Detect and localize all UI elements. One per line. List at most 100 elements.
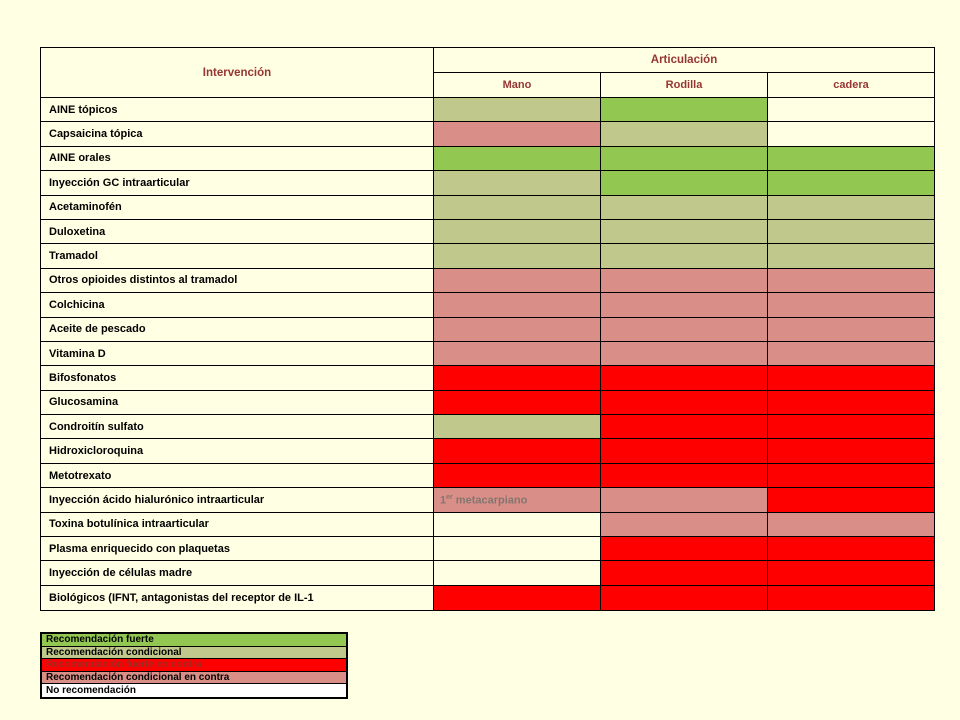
intervention-label: Plasma enriquecido con plaquetas	[49, 542, 230, 555]
legend-label: No recomendación	[46, 685, 137, 697]
intervention-label: Inyección ácido hialurónico intraarticul…	[49, 493, 265, 506]
legend-label: Recomendación fuerte	[46, 634, 154, 646]
legend-item-conditional: Recomendación condicional	[42, 646, 346, 660]
recommendation-cell-conditional_against: 1er metacarpiano	[433, 488, 600, 512]
intervention-label: Vitamina D	[49, 347, 106, 360]
recommendation-cell-strong_against	[767, 415, 934, 439]
column-header-cadera: cadera	[767, 73, 934, 97]
intervention-label: Capsaicina tópica	[49, 128, 143, 141]
recommendation-cell-strong_against	[433, 390, 600, 415]
recommendation-cell-conditional	[433, 98, 600, 122]
recommendation-cell-strong_against	[600, 585, 767, 611]
recommendation-cell-strong_against	[767, 390, 934, 415]
table-row: Colchicina	[41, 293, 934, 318]
table-row: Inyección GC intraarticular	[41, 171, 934, 196]
intervention-label: Acetaminofén	[49, 201, 122, 214]
recommendation-cell-conditional	[433, 171, 600, 195]
table-row: Otros opioides distintos al tramadol	[41, 268, 934, 294]
column-header-mano: Mano	[433, 73, 600, 97]
recommendation-cell-conditional_against	[433, 122, 600, 146]
intervention-label: Tramadol	[49, 250, 98, 263]
recommendation-cell-conditional	[600, 195, 767, 219]
column-group-header-articulacion: Articulación	[433, 48, 934, 73]
table-row: Glucosamina	[41, 390, 934, 416]
legend-item-strong_against: Recomendación fuerte en contra	[42, 659, 346, 672]
recommendation-cell-conditional	[767, 219, 934, 244]
table-row: Hidroxicloroquina	[41, 439, 934, 464]
recommendation-cell-conditional	[600, 244, 767, 268]
table-row: Bifosfonatos	[41, 366, 934, 391]
recommendation-cell-strong_against	[600, 390, 767, 415]
recommendation-cell-conditional_against	[767, 317, 934, 341]
table-row: Metotrexato	[41, 463, 934, 489]
table-row: Inyección de células madre	[41, 561, 934, 586]
recommendation-cell-none	[767, 98, 934, 122]
recommendation-cell-strong_against	[767, 561, 934, 585]
table-row: Acetaminofén	[41, 195, 934, 220]
recommendation-cell-none	[433, 512, 600, 537]
cell-note: 1er metacarpiano	[440, 493, 528, 507]
table-row: Capsaicina tópica	[41, 122, 934, 147]
legend-label: Recomendación condicional en contra	[46, 672, 230, 684]
intervention-label: Bifosfonatos	[49, 371, 117, 384]
recommendation-cell-none	[767, 122, 934, 146]
recommendation-cell-conditional	[433, 415, 600, 439]
intervention-label: Hidroxicloroquina	[49, 445, 144, 458]
intervention-label: Condroitín sulfato	[49, 420, 144, 433]
recommendation-cell-strong	[600, 146, 767, 171]
recommendation-cell-conditional_against	[767, 512, 934, 537]
recommendations-table: Intervención Articulación Mano Rodilla cad…	[40, 47, 935, 612]
recommendation-cell-strong_against	[767, 366, 934, 390]
recommendation-cell-strong_against	[433, 585, 600, 611]
table-row: AINE tópicos	[41, 98, 934, 123]
table-row: Biológicos (IFNT, antagonistas del recep…	[41, 585, 934, 611]
table-row: Tramadol	[41, 244, 934, 269]
recommendation-cell-conditional_against	[433, 317, 600, 341]
recommendation-cell-conditional_against	[767, 341, 934, 366]
intervention-label: Duloxetina	[49, 225, 106, 238]
recommendation-cell-conditional	[767, 244, 934, 268]
table-row: Duloxetina	[41, 219, 934, 245]
recommendation-cell-strong_against	[767, 463, 934, 488]
legend-label: Recomendación fuerte en contra	[46, 659, 202, 671]
recommendation-cell-strong_against	[433, 463, 600, 488]
recommendation-cell-conditional	[600, 122, 767, 146]
legend-label: Recomendación condicional	[46, 646, 182, 658]
recommendation-cell-strong_against	[600, 366, 767, 390]
recommendation-cell-conditional_against	[600, 341, 767, 366]
table-row: AINE orales	[41, 146, 934, 172]
recommendation-cell-strong	[767, 171, 934, 195]
intervention-label: Aceite de pescado	[49, 323, 146, 336]
recommendation-cell-strong_against	[767, 488, 934, 512]
intervention-label: Toxina botulínica intraarticular	[49, 518, 209, 531]
column-header-rodilla: Rodilla	[600, 73, 767, 97]
table-row: Vitamina D	[41, 341, 934, 367]
recommendation-cell-strong	[600, 171, 767, 195]
recommendation-cell-conditional_against	[600, 268, 767, 293]
intervention-label: Inyección GC intraarticular	[49, 176, 190, 189]
recommendation-cell-strong_against	[600, 439, 767, 463]
table-row: Condroitín sulfato	[41, 415, 934, 440]
recommendation-cell-strong_against	[767, 537, 934, 561]
recommendation-cell-strong_against	[767, 585, 934, 611]
recommendation-cell-conditional_against	[433, 341, 600, 366]
intervention-label: AINE tópicos	[49, 103, 118, 116]
recommendation-cell-conditional	[767, 195, 934, 219]
intervention-label: Otros opioides distintos al tramadol	[49, 274, 238, 287]
legend-item-strong: Recomendación fuerte	[42, 634, 346, 647]
recommendation-cell-conditional_against	[600, 317, 767, 341]
recommendation-cell-conditional_against	[600, 488, 767, 512]
recommendation-cell-strong_against	[433, 366, 600, 390]
recommendation-cell-conditional_against	[767, 268, 934, 293]
intervention-label: Biológicos (IFNT, antagonistas del recep…	[49, 592, 314, 604]
recommendation-cell-conditional_against	[433, 268, 600, 293]
recommendation-cell-strong	[433, 146, 600, 171]
recommendation-cell-strong_against	[767, 439, 934, 463]
recommendation-cell-strong	[600, 98, 767, 122]
intervention-label: Glucosamina	[49, 396, 119, 409]
recommendation-cell-strong_against	[600, 537, 767, 561]
intervention-label: Colchicina	[49, 298, 105, 311]
recommendation-cell-conditional	[433, 219, 600, 244]
recommendation-cell-conditional_against	[600, 512, 767, 537]
